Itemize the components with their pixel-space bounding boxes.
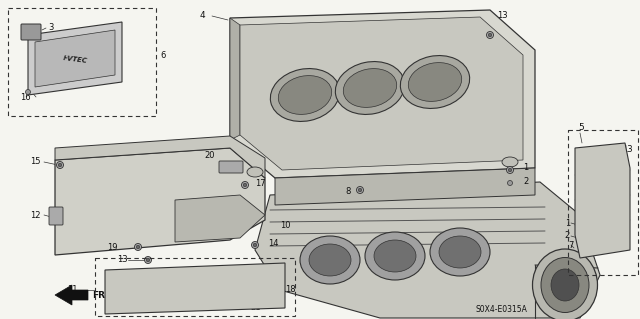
Ellipse shape <box>300 236 360 284</box>
Ellipse shape <box>551 269 579 301</box>
Circle shape <box>609 149 616 155</box>
Text: 20: 20 <box>205 151 215 160</box>
Polygon shape <box>105 263 285 314</box>
Polygon shape <box>230 10 535 178</box>
Circle shape <box>237 301 243 308</box>
Text: 4: 4 <box>200 11 205 20</box>
Text: S0X4-E0315A: S0X4-E0315A <box>476 306 528 315</box>
Ellipse shape <box>343 69 397 108</box>
Text: 13: 13 <box>117 256 128 264</box>
Text: 21: 21 <box>250 303 260 313</box>
Circle shape <box>268 288 272 292</box>
Circle shape <box>136 245 140 249</box>
Circle shape <box>486 32 493 39</box>
Polygon shape <box>255 182 600 318</box>
Ellipse shape <box>532 249 598 319</box>
Circle shape <box>580 223 584 227</box>
Circle shape <box>145 256 152 263</box>
Text: i-VTEC: i-VTEC <box>62 56 88 64</box>
Ellipse shape <box>365 232 425 280</box>
Polygon shape <box>35 30 115 87</box>
Text: 1: 1 <box>107 280 112 290</box>
Circle shape <box>147 258 150 262</box>
Circle shape <box>579 235 584 241</box>
Ellipse shape <box>439 236 481 268</box>
Polygon shape <box>28 22 122 95</box>
Text: 7: 7 <box>568 241 573 249</box>
Ellipse shape <box>408 63 461 101</box>
Circle shape <box>356 187 364 194</box>
Polygon shape <box>575 143 630 258</box>
Text: 3: 3 <box>48 24 53 33</box>
Circle shape <box>508 168 512 172</box>
Circle shape <box>579 221 586 228</box>
Circle shape <box>26 90 31 94</box>
Ellipse shape <box>278 76 332 115</box>
Text: 5: 5 <box>578 123 584 132</box>
Circle shape <box>358 188 362 192</box>
Polygon shape <box>175 195 265 242</box>
Ellipse shape <box>335 62 404 115</box>
Text: 2: 2 <box>523 176 528 186</box>
Text: 1: 1 <box>564 219 570 227</box>
Circle shape <box>508 181 513 186</box>
Circle shape <box>56 161 63 168</box>
Circle shape <box>252 241 259 249</box>
Text: FR.: FR. <box>92 291 109 300</box>
Circle shape <box>58 163 61 167</box>
Polygon shape <box>275 168 535 205</box>
Text: 16: 16 <box>20 93 31 101</box>
Ellipse shape <box>401 56 470 108</box>
Text: 8: 8 <box>345 188 350 197</box>
Bar <box>568 130 638 275</box>
Polygon shape <box>230 18 240 140</box>
Circle shape <box>122 284 129 291</box>
Circle shape <box>241 182 248 189</box>
Circle shape <box>488 33 492 37</box>
Polygon shape <box>240 17 523 170</box>
Text: 10: 10 <box>280 220 291 229</box>
Ellipse shape <box>270 69 340 122</box>
Text: 13: 13 <box>497 11 508 19</box>
Bar <box>8 8 156 116</box>
Circle shape <box>238 303 242 307</box>
Text: 17: 17 <box>255 179 266 188</box>
Text: 13: 13 <box>622 145 632 154</box>
Circle shape <box>611 150 615 154</box>
Circle shape <box>122 299 127 303</box>
FancyBboxPatch shape <box>219 161 243 173</box>
Text: 11: 11 <box>67 286 78 294</box>
Text: 12: 12 <box>30 211 40 219</box>
Text: 18: 18 <box>285 286 296 294</box>
Ellipse shape <box>502 157 518 167</box>
Text: 1: 1 <box>523 164 528 173</box>
Polygon shape <box>55 148 265 255</box>
Text: 2: 2 <box>107 294 112 303</box>
Circle shape <box>124 285 127 289</box>
FancyBboxPatch shape <box>21 24 41 40</box>
Ellipse shape <box>430 228 490 276</box>
Ellipse shape <box>247 167 263 177</box>
Circle shape <box>243 183 247 187</box>
Circle shape <box>134 243 141 250</box>
Text: 19: 19 <box>108 242 118 251</box>
Ellipse shape <box>541 257 589 313</box>
Bar <box>95 258 295 316</box>
Circle shape <box>253 243 257 247</box>
Text: 14: 14 <box>268 239 278 248</box>
FancyBboxPatch shape <box>49 207 63 225</box>
Circle shape <box>266 286 273 293</box>
Text: 15: 15 <box>30 158 40 167</box>
Ellipse shape <box>374 240 416 272</box>
Text: 6: 6 <box>160 50 165 60</box>
Polygon shape <box>55 136 265 178</box>
Polygon shape <box>55 285 88 305</box>
Ellipse shape <box>309 244 351 276</box>
Circle shape <box>506 167 513 174</box>
Text: 2: 2 <box>564 232 570 241</box>
